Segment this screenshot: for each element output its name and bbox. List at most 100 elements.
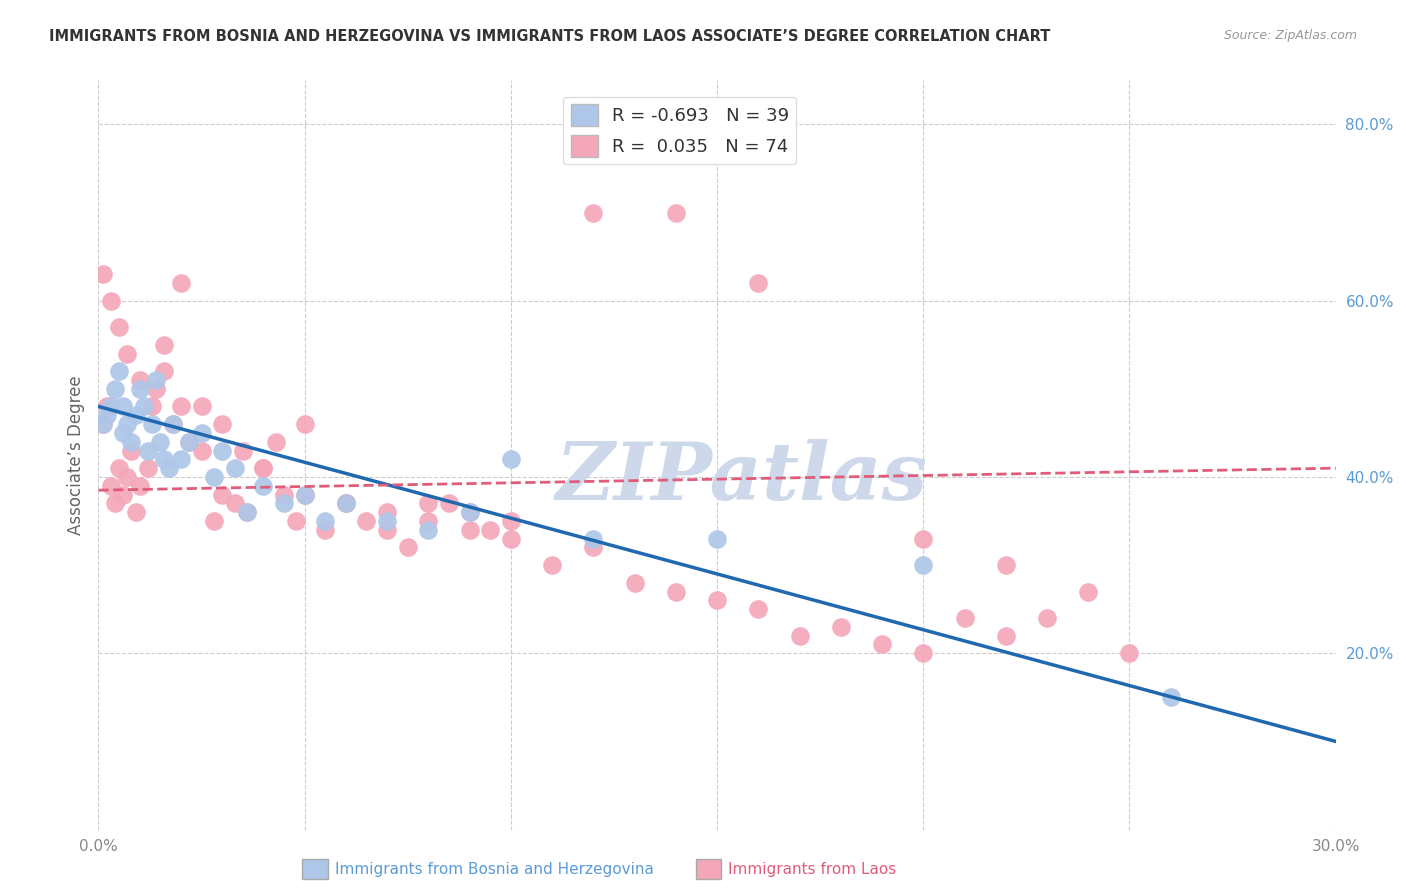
Text: Immigrants from Bosnia and Herzegovina: Immigrants from Bosnia and Herzegovina — [335, 863, 654, 877]
Text: ZIPatlas: ZIPatlas — [555, 439, 928, 516]
Text: Immigrants from Laos: Immigrants from Laos — [728, 863, 897, 877]
Point — [112, 487, 135, 501]
Point — [912, 646, 935, 660]
Point — [202, 514, 225, 528]
Point — [91, 267, 114, 281]
Point — [153, 452, 176, 467]
Point — [91, 417, 114, 431]
Point — [375, 505, 398, 519]
Point — [124, 505, 146, 519]
Point — [190, 425, 212, 440]
Point — [128, 382, 150, 396]
Point — [314, 523, 336, 537]
Point — [100, 479, 122, 493]
Point — [479, 523, 502, 537]
Point — [179, 434, 201, 449]
Point — [236, 505, 259, 519]
Point — [190, 443, 212, 458]
Point — [157, 461, 180, 475]
Text: IMMIGRANTS FROM BOSNIA AND HERZEGOVINA VS IMMIGRANTS FROM LAOS ASSOCIATE’S DEGRE: IMMIGRANTS FROM BOSNIA AND HERZEGOVINA V… — [49, 29, 1050, 45]
Point — [285, 514, 308, 528]
Point — [1160, 690, 1182, 705]
Point — [145, 382, 167, 396]
Point — [335, 496, 357, 510]
Point — [294, 417, 316, 431]
Point — [1118, 646, 1140, 660]
Point — [112, 425, 135, 440]
Point — [117, 417, 139, 431]
Point — [108, 461, 131, 475]
Point — [96, 400, 118, 414]
Point — [117, 470, 139, 484]
Point — [994, 629, 1017, 643]
Point — [141, 417, 163, 431]
Point — [153, 364, 176, 378]
Y-axis label: Associate’s Degree: Associate’s Degree — [66, 376, 84, 534]
Point — [665, 584, 688, 599]
Point — [437, 496, 460, 510]
Point — [314, 514, 336, 528]
Point — [418, 514, 440, 528]
Point — [747, 602, 769, 616]
Point — [1077, 584, 1099, 599]
Point — [202, 470, 225, 484]
Point — [499, 532, 522, 546]
Point — [162, 417, 184, 431]
Point — [162, 417, 184, 431]
Point — [96, 409, 118, 423]
Point — [149, 434, 172, 449]
Legend: R = -0.693   N = 39, R =  0.035   N = 74: R = -0.693 N = 39, R = 0.035 N = 74 — [564, 97, 796, 164]
Point — [335, 496, 357, 510]
Point — [104, 382, 127, 396]
Point — [418, 496, 440, 510]
Point — [582, 541, 605, 555]
Point — [252, 461, 274, 475]
Point — [375, 523, 398, 537]
Point — [170, 452, 193, 467]
Point — [179, 434, 201, 449]
Text: Source: ZipAtlas.com: Source: ZipAtlas.com — [1223, 29, 1357, 43]
Point — [830, 620, 852, 634]
Point — [541, 558, 564, 573]
Point — [273, 496, 295, 510]
Point — [396, 541, 419, 555]
Point — [294, 487, 316, 501]
Point — [141, 400, 163, 414]
Point — [252, 461, 274, 475]
Point — [91, 417, 114, 431]
Point — [870, 637, 893, 651]
Point — [120, 434, 142, 449]
Point — [124, 409, 146, 423]
Point — [1036, 611, 1059, 625]
Point — [458, 505, 481, 519]
Point — [912, 532, 935, 546]
Point — [458, 505, 481, 519]
Point — [994, 558, 1017, 573]
Point — [211, 487, 233, 501]
Point — [375, 514, 398, 528]
Point — [117, 346, 139, 360]
Point — [170, 400, 193, 414]
Point — [190, 400, 212, 414]
Point — [100, 400, 122, 414]
Point — [232, 443, 254, 458]
Point — [170, 276, 193, 290]
Point — [706, 593, 728, 607]
Point — [582, 532, 605, 546]
Point — [236, 505, 259, 519]
Point — [706, 532, 728, 546]
Point — [128, 479, 150, 493]
Point — [136, 461, 159, 475]
Point — [499, 514, 522, 528]
Point — [112, 400, 135, 414]
Point — [211, 417, 233, 431]
Point — [108, 320, 131, 334]
Point — [623, 575, 645, 590]
Point — [294, 487, 316, 501]
Point — [747, 276, 769, 290]
Point — [356, 514, 378, 528]
Point — [128, 373, 150, 387]
Point — [252, 479, 274, 493]
Point — [264, 434, 287, 449]
Point — [108, 364, 131, 378]
